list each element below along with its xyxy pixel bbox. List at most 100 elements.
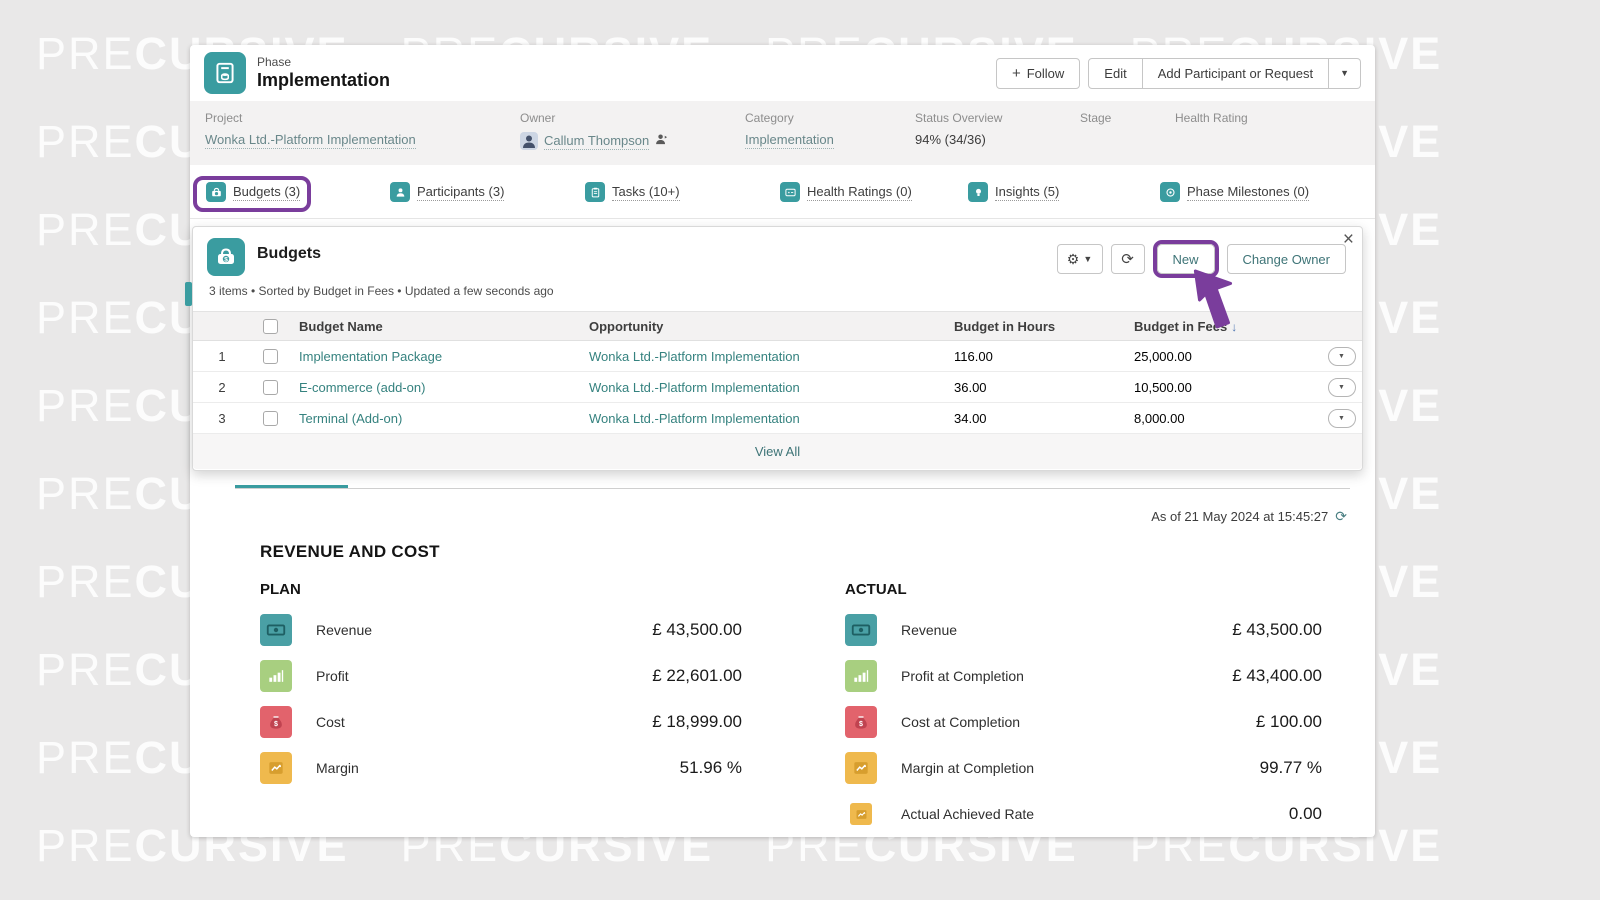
new-button[interactable]: New xyxy=(1156,244,1215,274)
plan-margin-row: Margin 51.96 % xyxy=(260,745,742,791)
owner-avatar xyxy=(520,132,538,150)
row-label: Cost at Completion xyxy=(901,714,1021,730)
section-title: REVENUE AND COST xyxy=(260,542,440,561)
project-link[interactable]: Wonka Ltd.-Platform Implementation xyxy=(205,132,416,149)
insights-icon xyxy=(968,182,988,202)
svg-text:$: $ xyxy=(224,257,228,264)
tab-tasks[interactable]: Tasks (10+) xyxy=(585,182,680,202)
list-settings-button[interactable]: ⚙ ▼ xyxy=(1056,244,1103,274)
budget-name-link[interactable]: Implementation Package xyxy=(299,348,443,364)
row-checkbox[interactable] xyxy=(263,410,278,426)
field-owner: Owner Callum Thompson xyxy=(520,111,668,150)
refresh-list-button[interactable]: ⟳ xyxy=(1110,244,1145,274)
column-budget-in-fees[interactable]: Budget in Fees ↓ xyxy=(1126,319,1321,334)
row-number: 1 xyxy=(218,348,226,364)
more-actions-button[interactable]: ▼ xyxy=(1329,57,1361,89)
row-label: Actual Achieved Rate xyxy=(901,806,1035,822)
plan-profit-row: Profit £ 22,601.00 xyxy=(260,653,742,699)
row-label: Profit at Completion xyxy=(901,668,1024,684)
field-health-rating: Health Rating xyxy=(1175,111,1248,132)
new-button-highlight-annotation: New xyxy=(1152,240,1219,278)
phase-record-icon xyxy=(204,52,246,94)
row-number: 3 xyxy=(218,410,226,426)
tab-label: Health Ratings (0) xyxy=(807,183,912,201)
budget-fees-value: 8,000.00 xyxy=(1134,410,1185,426)
budgets-table: Budget Name Opportunity Budget in Hours … xyxy=(193,311,1362,469)
status-overview-value: 94% (34/36) xyxy=(915,132,986,147)
owner-link[interactable]: Callum Thompson xyxy=(544,132,650,150)
trend-chart-icon xyxy=(850,803,872,825)
budget-name-link[interactable]: E-commerce (add-on) xyxy=(299,379,426,395)
trend-chart-icon xyxy=(845,752,877,784)
field-label: Project xyxy=(205,111,243,125)
refresh-icon: ⟳ xyxy=(1121,251,1134,268)
edit-button[interactable]: Edit xyxy=(1088,57,1143,89)
row-value: £ 43,500.00 xyxy=(1232,620,1322,639)
banknote-icon xyxy=(845,614,877,646)
tab-participants[interactable]: Participants (3) xyxy=(390,182,505,202)
entity-label: Phase xyxy=(257,55,292,69)
row-checkbox[interactable] xyxy=(263,348,278,364)
row-value: 51.96 % xyxy=(679,758,742,777)
row-value: 0.00 xyxy=(1288,804,1322,823)
view-all-link[interactable]: View All xyxy=(754,444,801,459)
row-value: £ 100.00 xyxy=(1255,712,1322,731)
opportunity-link[interactable]: Wonka Ltd.-Platform Implementation xyxy=(589,379,800,395)
budget-fees-value: 10,500.00 xyxy=(1134,379,1192,395)
trend-chart-icon xyxy=(260,752,292,784)
row-number: 2 xyxy=(218,379,226,395)
column-budget-in-hours[interactable]: Budget in Hours xyxy=(954,318,1056,334)
chevron-down-icon: ▼ xyxy=(1083,254,1093,264)
change-owner-button[interactable]: Change Owner xyxy=(1226,244,1346,274)
phase-record-card: Phase Implementation + Follow Edit Add P… xyxy=(190,45,1375,837)
refresh-icon[interactable]: ⟳ xyxy=(1335,508,1347,524)
column-opportunity[interactable]: Opportunity xyxy=(589,318,664,334)
follow-button[interactable]: + Follow xyxy=(995,57,1081,89)
budget-fees-value: 25,000.00 xyxy=(1134,348,1192,364)
tab-budgets[interactable]: Budgets (3) xyxy=(206,182,301,202)
change-owner-icon[interactable] xyxy=(655,133,668,149)
row-actions-button[interactable]: ▼ xyxy=(1327,377,1356,397)
opportunity-link[interactable]: Wonka Ltd.-Platform Implementation xyxy=(589,348,800,364)
row-value: £ 18,999.00 xyxy=(652,712,742,731)
category-link[interactable]: Implementation xyxy=(745,132,834,149)
opportunity-link[interactable]: Wonka Ltd.-Platform Implementation xyxy=(589,410,800,426)
record-titles: Phase Implementation xyxy=(257,55,390,91)
column-budget-name[interactable]: Budget Name xyxy=(299,318,383,334)
row-label: Margin at Completion xyxy=(901,760,1035,776)
tab-phase-milestones[interactable]: Phase Milestones (0) xyxy=(1160,182,1310,202)
budgets-related-list-panel: $ Budgets 3 items • Sorted by Budget in … xyxy=(192,226,1363,471)
table-row: 2 E-commerce (add-on) Wonka Ltd.-Platfor… xyxy=(193,372,1362,403)
tab-label: Budgets (3) xyxy=(233,183,301,201)
plan-cost-row: $ Cost £ 18,999.00 xyxy=(260,699,742,745)
row-actions-button[interactable]: ▼ xyxy=(1327,408,1356,428)
row-value: 99.77 % xyxy=(1259,758,1322,777)
tab-label: Participants (3) xyxy=(417,183,505,201)
tab-insights[interactable]: Insights (5) xyxy=(968,182,1060,202)
tab-health-ratings[interactable]: Health Ratings (0) xyxy=(780,182,912,202)
row-checkbox[interactable] xyxy=(263,379,278,395)
actual-heading: ACTUAL xyxy=(845,581,907,598)
row-label: Cost xyxy=(316,714,345,730)
panel-meta: 3 items • Sorted by Budget in Fees • Upd… xyxy=(209,284,554,298)
as-of-text: As of 21 May 2024 at 15:45:27 xyxy=(1151,509,1329,524)
budget-detail-section: Fixed Price As of 21 May 2024 at 15:45:2… xyxy=(190,45,1375,837)
banknote-icon xyxy=(260,614,292,646)
row-label: Margin xyxy=(316,760,359,776)
field-status-overview: Status Overview 94% (34/36) xyxy=(915,111,1002,147)
record-actions-group: Edit Add Participant or Request ▼ xyxy=(1088,57,1361,89)
select-all-checkbox[interactable] xyxy=(263,318,278,334)
svg-text:$: $ xyxy=(274,720,278,728)
money-bag-icon: $ xyxy=(845,706,877,738)
budget-name-link[interactable]: Terminal (Add-on) xyxy=(299,410,403,426)
table-header-row: Budget Name Opportunity Budget in Hours … xyxy=(193,311,1362,341)
participants-icon xyxy=(390,182,410,202)
close-icon[interactable]: × xyxy=(1342,229,1354,250)
budget-hours-value: 34.00 xyxy=(954,410,987,426)
table-footer: View All xyxy=(193,434,1362,469)
row-actions-button[interactable]: ▼ xyxy=(1327,346,1356,366)
add-participant-button[interactable]: Add Participant or Request xyxy=(1142,57,1330,89)
svg-text:$: $ xyxy=(859,720,863,728)
row-value: £ 22,601.00 xyxy=(652,666,742,685)
